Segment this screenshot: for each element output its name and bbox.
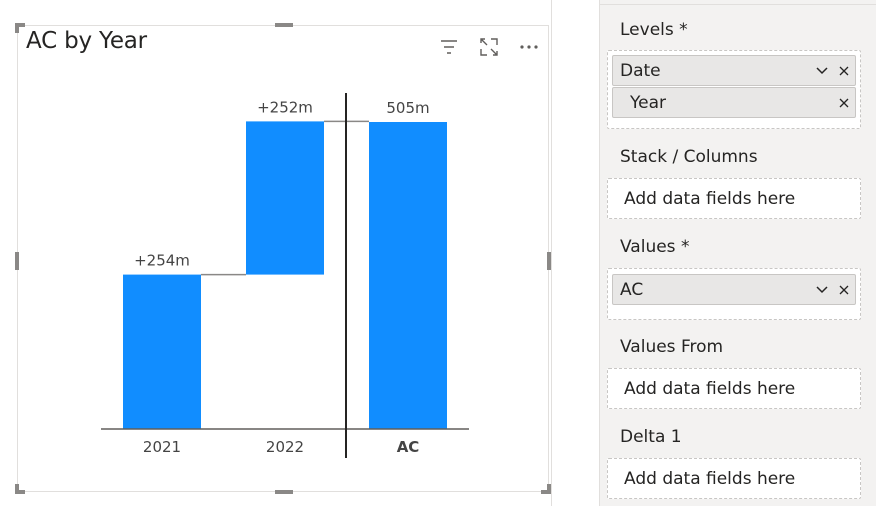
delta-1-label: Delta 1 — [620, 427, 682, 447]
category-label: AC — [397, 438, 420, 456]
values-well[interactable]: AC — [607, 268, 861, 320]
bar-2022 — [246, 121, 324, 275]
category-label: 2022 — [266, 438, 304, 456]
remove-field-icon[interactable] — [833, 60, 855, 82]
field-date[interactable]: Date — [612, 55, 856, 86]
stack-columns-well[interactable]: Add data fields here — [607, 178, 861, 219]
resize-handle-top-left[interactable] — [15, 23, 19, 33]
resize-handle-left[interactable] — [15, 252, 19, 270]
resize-handle-top-left[interactable] — [15, 23, 25, 27]
resize-handle-bottom-right[interactable] — [547, 484, 551, 494]
levels-well[interactable]: Date Year — [607, 50, 861, 129]
waterfall-visual[interactable]: AC by Year +254m +252m 505m 2021 2022 AC — [15, 23, 551, 494]
fields-pane: Levels * Date Year Stack / Columns Add d… — [599, 0, 876, 506]
data-label: +254m — [134, 252, 190, 270]
field-year-label: Year — [630, 92, 666, 113]
resize-handle-right[interactable] — [547, 252, 551, 270]
pane-divider — [551, 0, 552, 506]
chevron-down-icon[interactable] — [811, 279, 833, 301]
remove-field-icon[interactable] — [833, 279, 855, 301]
field-date-label: Date — [620, 60, 661, 81]
field-year[interactable]: Year — [612, 87, 856, 118]
resize-handle-bottom-left[interactable] — [15, 490, 25, 494]
bar-ac — [369, 122, 447, 429]
focus-mode-icon[interactable] — [476, 36, 502, 58]
field-ac-label: AC — [620, 279, 644, 300]
visual-title: AC by Year — [26, 28, 147, 54]
values-from-well[interactable]: Add data fields here — [607, 368, 861, 409]
resize-handle-bottom-right[interactable] — [541, 490, 551, 494]
resize-handle-bottom-left[interactable] — [15, 484, 19, 494]
resize-handle-top[interactable] — [275, 23, 293, 27]
waterfall-chart: +254m +252m 505m 2021 2022 AC — [101, 93, 469, 458]
values-label: Values * — [620, 237, 690, 257]
values-from-label: Values From — [620, 337, 724, 357]
remove-field-icon[interactable] — [833, 92, 855, 114]
stack-columns-label: Stack / Columns — [620, 147, 758, 167]
more-options-icon[interactable] — [516, 36, 542, 58]
bar-2021 — [123, 274, 201, 429]
data-label: 505m — [386, 99, 429, 117]
delta-1-well[interactable]: Add data fields here — [607, 458, 861, 499]
field-ac[interactable]: AC — [612, 274, 856, 305]
data-label: +252m — [257, 98, 313, 116]
category-label: 2021 — [143, 438, 181, 456]
levels-label: Levels * — [620, 20, 688, 40]
resize-handle-bottom[interactable] — [275, 490, 293, 494]
filter-icon[interactable] — [436, 36, 462, 58]
chevron-down-icon[interactable] — [811, 60, 833, 82]
